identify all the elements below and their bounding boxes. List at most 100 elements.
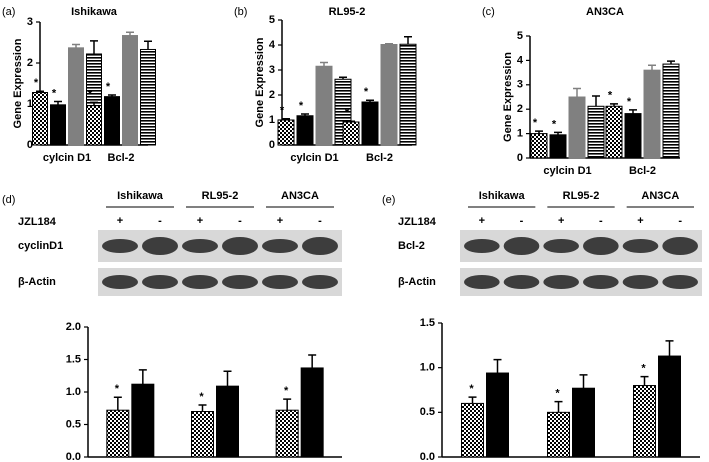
significance-mark: * <box>469 383 474 395</box>
bar <box>361 101 379 146</box>
bar <box>191 411 214 458</box>
y-tick-label: 4 <box>517 54 524 66</box>
bar <box>530 133 548 159</box>
y-tick-label: 1.5 <box>420 317 435 329</box>
error-bar <box>320 61 328 67</box>
sign: - <box>599 215 603 227</box>
sign: - <box>238 215 242 227</box>
panel-label: (c) <box>482 6 495 18</box>
y-tick-label: 0 <box>517 152 523 164</box>
cell-line-label: AN3CA <box>281 190 319 202</box>
significance-mark: * <box>552 118 557 130</box>
error-bar <box>138 369 147 385</box>
bar <box>342 121 360 146</box>
blot-background <box>98 268 342 296</box>
error-bar <box>308 354 317 368</box>
blot-row-label: cyclinD1 <box>18 240 63 252</box>
significance-mark: * <box>52 87 57 99</box>
error-bar <box>301 113 309 116</box>
significance-mark: * <box>533 117 538 129</box>
chart-title: RL95-2 <box>329 6 366 18</box>
sign: + <box>277 215 283 227</box>
blot-band <box>662 237 699 255</box>
blot-band <box>583 275 619 289</box>
blot-band <box>464 239 500 253</box>
significance-mark: * <box>115 383 120 395</box>
blot-band <box>222 275 258 289</box>
blot-band <box>503 275 540 289</box>
y-tick-label: 1 <box>27 98 33 110</box>
cell-line-label: Ishikawa <box>479 190 526 202</box>
error-bar <box>404 36 412 45</box>
blot-band <box>543 239 580 253</box>
blot-band <box>102 275 138 289</box>
y-tick-label: 1 <box>269 114 275 126</box>
sign: + <box>197 215 203 227</box>
error-bar <box>126 31 134 36</box>
bar <box>572 387 595 458</box>
treatment-label: JZL184 <box>398 216 437 228</box>
error-bar <box>113 396 122 411</box>
sign: - <box>158 215 162 227</box>
blot-band <box>142 275 178 289</box>
blot-band <box>102 239 138 253</box>
blot-band <box>503 237 540 255</box>
x-tick-label: cylcin D1 <box>290 152 338 164</box>
error-bar <box>554 131 562 135</box>
error-bar <box>629 109 637 114</box>
y-tick-label: 5 <box>517 30 523 42</box>
blot-band <box>583 237 619 255</box>
blot-row-label: Bcl-2 <box>398 240 425 252</box>
bar <box>624 113 642 159</box>
y-tick-label: 2.0 <box>66 321 81 333</box>
y-tick-label: 3 <box>517 79 523 91</box>
significance-mark: * <box>280 105 285 117</box>
error-bar <box>283 398 292 411</box>
error-bar <box>282 118 290 120</box>
blot-background <box>98 230 342 262</box>
error-bar <box>554 400 563 413</box>
bar <box>106 409 130 458</box>
bar <box>568 96 586 159</box>
y-tick-label: 0 <box>27 139 33 151</box>
error-bar <box>72 43 80 48</box>
significance-mark: * <box>555 388 560 400</box>
x-tick-label: Bcl-2 <box>629 165 656 177</box>
error-bar <box>144 40 152 50</box>
bar <box>104 96 120 146</box>
significance-mark: * <box>641 363 646 375</box>
chart-title: Ishikawa <box>71 6 118 18</box>
error-bar <box>90 101 98 106</box>
panel-label: (a) <box>2 6 15 18</box>
y-tick-label: 1 <box>517 128 523 140</box>
y-axis-label: Gene Expression <box>254 37 266 127</box>
significance-mark: * <box>364 86 369 98</box>
blot-band <box>262 275 298 289</box>
bar <box>486 372 509 458</box>
error-bar <box>493 358 502 374</box>
panel-label: (e) <box>382 194 395 206</box>
y-axis-label: Gene Expression <box>12 38 24 128</box>
y-tick-label: 0.5 <box>420 406 435 418</box>
bar <box>315 65 333 146</box>
significance-mark: * <box>106 81 111 93</box>
y-tick-label: 0 <box>269 139 275 151</box>
blot-band <box>262 239 298 253</box>
blot-background <box>460 268 702 296</box>
y-tick-label: 2 <box>27 57 33 69</box>
y-tick-label: 1.5 <box>66 353 81 365</box>
bar <box>547 411 570 458</box>
bar <box>643 69 661 159</box>
blot-band <box>182 239 218 253</box>
error-bar <box>36 90 44 93</box>
bar <box>277 119 295 146</box>
blot-row-label: β-Actin <box>18 276 56 288</box>
sign: - <box>520 215 524 227</box>
blot-band <box>222 237 258 255</box>
y-tick-label: 0.0 <box>66 451 81 462</box>
bar <box>380 44 398 146</box>
error-bar <box>573 87 581 97</box>
error-bar <box>535 130 543 134</box>
x-tick-label: Bcl-2 <box>108 152 135 164</box>
